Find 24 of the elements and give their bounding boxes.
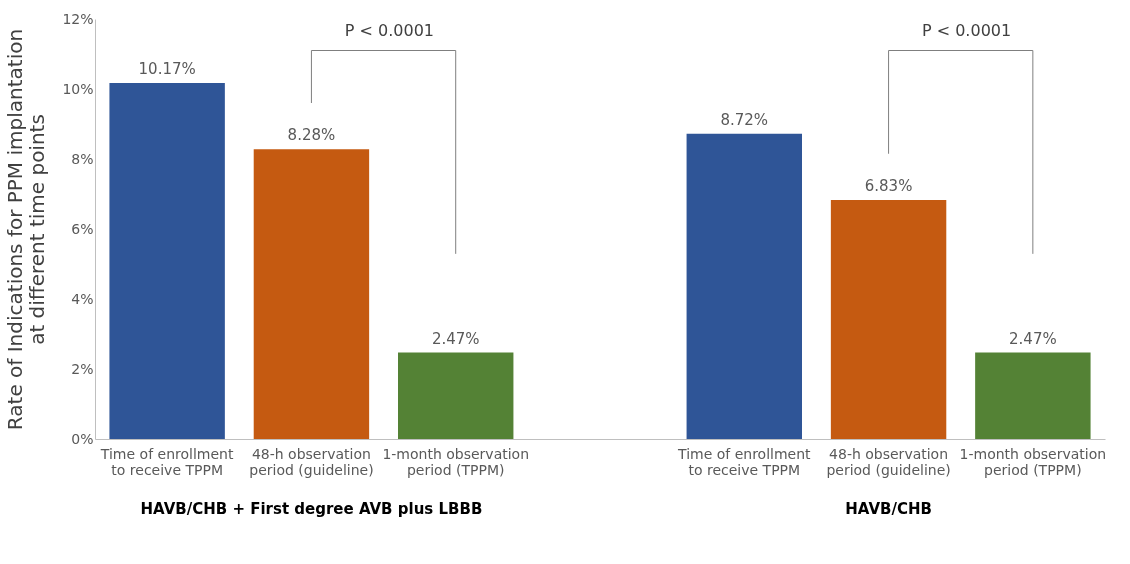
y-tick-label: 4% — [71, 290, 94, 307]
data-label: 8.28% — [287, 126, 336, 145]
annotation: P < 0.0001 — [921, 20, 1012, 40]
y-tick-label: 0% — [71, 430, 94, 447]
x-tick-label: 48-h observation period (guideline) — [249, 445, 374, 478]
text: HAVB/CHB — [845, 500, 932, 518]
text: HAVB/CHB + First degree AVB plus LBBB — [140, 500, 483, 518]
y-tick-label: 6% — [71, 220, 94, 237]
x-tick-label: 1-month observation period (TPPM) — [382, 445, 530, 478]
y-tick-label: 12% — [62, 10, 94, 27]
x-tick-label: Time of enrollment to receive TPPM — [99, 445, 234, 478]
annotation: P < 0.0001 — [344, 20, 435, 40]
y-tick-label: 10% — [62, 80, 94, 97]
data-label: 2.47% — [1009, 329, 1057, 348]
x-tick-label: 1-month observation period (TPPM) — [959, 445, 1107, 478]
x-tick-label: 48-h observation period (guideline) — [826, 445, 951, 478]
data-label: 8.72% — [720, 110, 769, 129]
y-tick-label: 2% — [71, 360, 94, 377]
y-axis-title: Rate of Indications for PPM implantation at different time points — [3, 28, 50, 431]
data-label: 6.83% — [864, 176, 913, 195]
y-tick-label: 8% — [71, 150, 94, 167]
x-tick-label: Time of enrollment to receive TPPM — [677, 445, 812, 478]
data-label: 10.17% — [138, 60, 196, 79]
data-label: 2.47% — [431, 329, 480, 348]
